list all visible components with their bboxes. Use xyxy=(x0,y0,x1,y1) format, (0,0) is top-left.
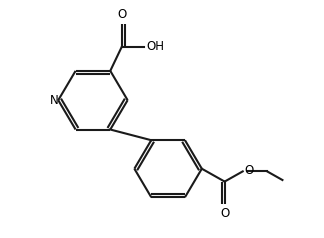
Text: OH: OH xyxy=(146,40,164,53)
Text: N: N xyxy=(50,94,58,107)
Text: O: O xyxy=(220,207,229,220)
Text: O: O xyxy=(244,164,253,177)
Text: O: O xyxy=(117,8,126,21)
